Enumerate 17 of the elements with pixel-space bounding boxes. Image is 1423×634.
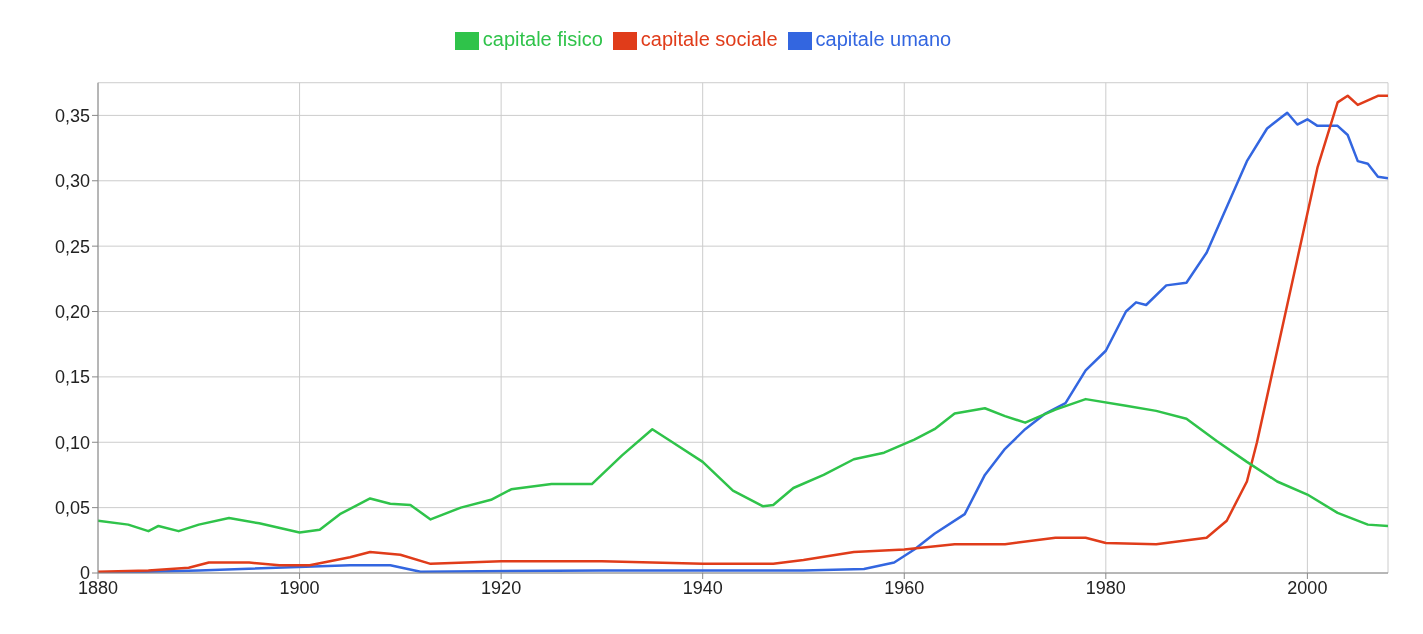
x-tick-label: 1920 [481, 577, 522, 598]
x-tick-label: 1980 [1085, 577, 1126, 598]
x-tick-label: 1900 [279, 577, 320, 598]
x-tick-label: 2000 [1287, 577, 1328, 598]
y-tick-label: 0,25 [54, 236, 90, 257]
legend-label: capitale umano [815, 28, 952, 50]
line-series [98, 397, 1388, 534]
y-tick-label: 0,20 [54, 301, 90, 322]
x-tick-label: 1960 [884, 577, 925, 598]
y-tick-label: 0,10 [54, 432, 90, 453]
y-tick-label: 0,35 [54, 105, 90, 126]
x-tick-label: 1940 [682, 577, 723, 598]
y-tick-label: 0,30 [54, 171, 90, 192]
legend-label: capitale fisico [482, 28, 603, 50]
y-tick-label: 0,15 [54, 367, 90, 388]
legend-label: capitale sociale [640, 28, 778, 50]
y-tick-label: 0,05 [54, 498, 90, 519]
